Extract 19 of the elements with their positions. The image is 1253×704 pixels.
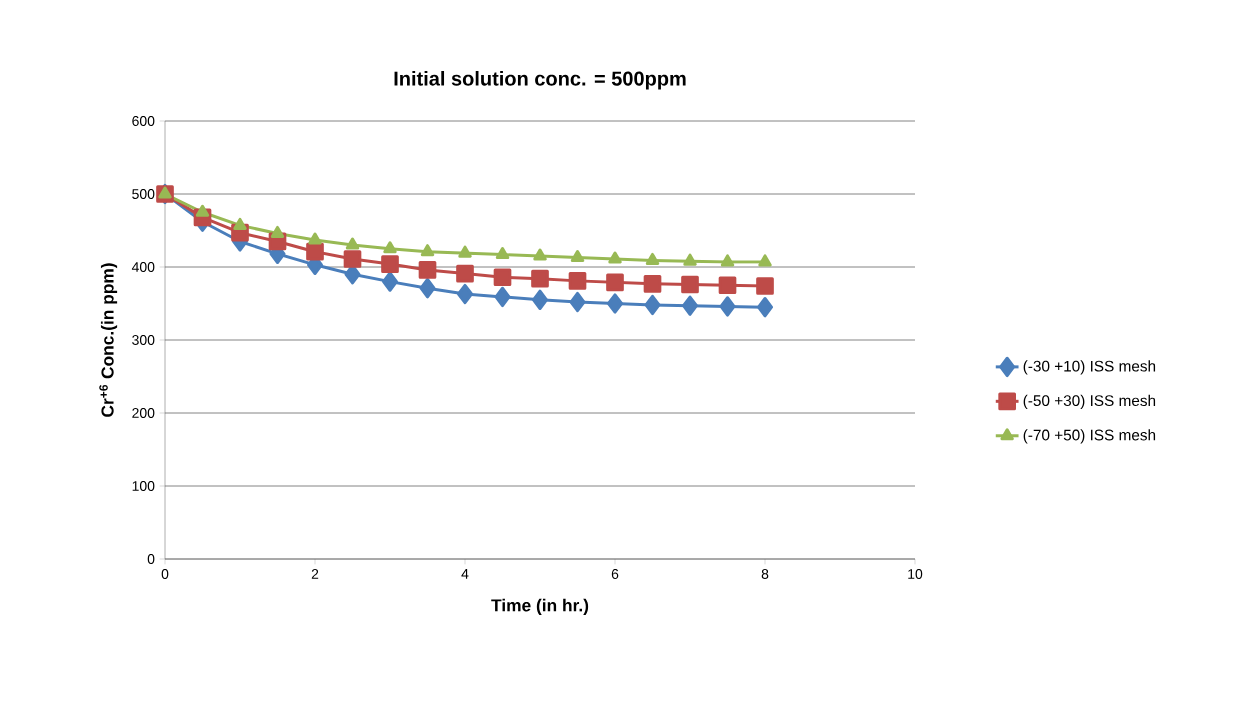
- legend-label: (-70 +50) ISS mesh: [1023, 429, 1156, 444]
- y-tick-label: 400: [131, 262, 155, 272]
- x-axis-title: Time (in hr.): [491, 598, 589, 615]
- x-tick-label: 6: [611, 569, 619, 579]
- y-tick-label: 500: [132, 189, 155, 199]
- x-tick-label: 2: [311, 569, 319, 579]
- x-tick-label: 8: [761, 569, 769, 579]
- y-tick-label: 200: [132, 408, 155, 418]
- y-tick-label: 300: [132, 335, 155, 345]
- y-axis-title: Cr$^{+6}$ Conc.(in ppm): [99, 263, 118, 417]
- y-tick-label: 0: [147, 554, 155, 564]
- chart-title: Initial solution conc. = 500ppm: [394, 70, 686, 90]
- y-tick-label: 100: [132, 481, 155, 491]
- x-tick-label: 0: [161, 569, 169, 579]
- legend-label: (-30 +10) ISS mesh: [1023, 360, 1156, 375]
- x-tick-label: 10: [908, 569, 923, 579]
- legend-label: (-50 +30) ISS mesh: [1023, 394, 1156, 410]
- y-tick-label: 600: [132, 116, 155, 126]
- x-tick-label: 4: [461, 569, 469, 579]
